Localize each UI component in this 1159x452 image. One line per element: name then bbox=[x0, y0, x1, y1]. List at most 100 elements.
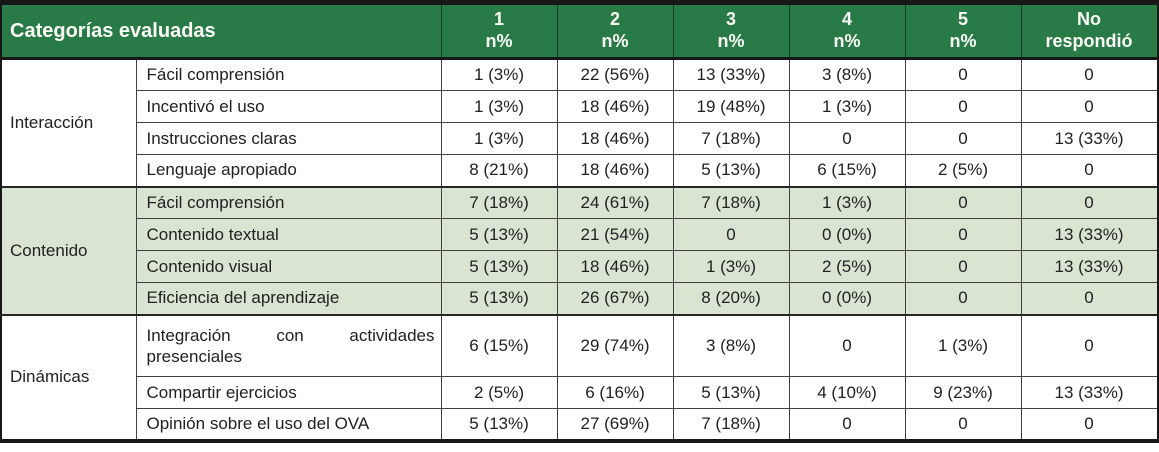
table-row: Compartir ejercicios 2 (5%) 6 (16%) 5 (1… bbox=[1, 376, 1159, 409]
table-row: Contenido Fácil comprensión 7 (18%) 24 (… bbox=[0, 185, 1159, 315]
data-cell: 1 (3%) bbox=[904, 313, 1022, 377]
data-cell: 9 (23%) bbox=[904, 376, 1022, 409]
data-cell: 13 (33%) bbox=[1020, 218, 1159, 251]
data-cell: 0 bbox=[788, 408, 906, 441]
header-col-no-response-line1: No bbox=[1077, 9, 1101, 30]
data-cell: 5 (13%) bbox=[440, 408, 558, 441]
data-cell: 27 (69%) bbox=[556, 408, 674, 441]
header-col-3-unit: n% bbox=[717, 31, 745, 51]
data-cell: 13 (33%) bbox=[1020, 250, 1159, 283]
data-cell: 0 (0%) bbox=[788, 218, 906, 251]
row-label: Contenido textual bbox=[135, 218, 442, 251]
group-label-contenido: Contenido bbox=[0, 185, 137, 315]
header-col-2-scale: 2 bbox=[609, 9, 620, 30]
data-cell: 0 bbox=[904, 250, 1022, 283]
data-cell: 0 bbox=[1020, 282, 1159, 315]
data-cell: 0 bbox=[904, 185, 1022, 219]
header-col-5: 5 n% bbox=[904, 2, 1022, 60]
row-label: Integración con actividades presenciales bbox=[135, 313, 442, 377]
data-cell: 2 (5%) bbox=[904, 154, 1022, 187]
header-col-1-scale: 1 bbox=[493, 9, 504, 30]
data-cell: 13 (33%) bbox=[1020, 376, 1159, 409]
header-col-4-unit: n% bbox=[833, 31, 861, 51]
data-cell: 0 bbox=[1020, 313, 1159, 377]
data-cell: 19 (48%) bbox=[672, 90, 790, 123]
row-label: Fácil comprensión bbox=[135, 185, 442, 219]
data-cell: 6 (16%) bbox=[556, 376, 674, 409]
table-row: Incentivó el uso 1 (3%) 18 (46%) 19 (48%… bbox=[1, 90, 1159, 123]
data-cell: 13 (33%) bbox=[672, 58, 790, 91]
data-cell: 0 bbox=[788, 313, 906, 377]
header-col-3-scale: 3 bbox=[725, 9, 736, 30]
data-cell: 29 (74%) bbox=[556, 313, 674, 377]
data-cell: 0 bbox=[904, 282, 1022, 315]
row-label: Instrucciones claras bbox=[135, 122, 442, 155]
data-cell: 1 (3%) bbox=[440, 122, 558, 155]
data-cell: 1 (3%) bbox=[672, 250, 790, 283]
data-cell: 5 (13%) bbox=[672, 376, 790, 409]
table-row: Lenguaje apropiado 8 (21%) 18 (46%) 5 (1… bbox=[1, 154, 1159, 187]
data-cell: 2 (5%) bbox=[440, 376, 558, 409]
data-cell: 26 (67%) bbox=[556, 282, 674, 315]
data-cell: 0 bbox=[672, 218, 790, 251]
data-cell: 0 (0%) bbox=[788, 282, 906, 315]
data-cell: 0 bbox=[904, 122, 1022, 155]
data-cell: 18 (46%) bbox=[556, 122, 674, 155]
table-row: Interacción Fácil comprensión 1 (3%) 22 … bbox=[0, 58, 1159, 187]
data-cell: 5 (13%) bbox=[440, 282, 558, 315]
row-label: Contenido visual bbox=[135, 250, 442, 283]
data-cell: 0 bbox=[1020, 185, 1159, 219]
group-label-interaccion: Interacción bbox=[0, 58, 137, 187]
data-cell: 8 (21%) bbox=[440, 154, 558, 187]
row-label: Compartir ejercicios bbox=[135, 376, 442, 409]
header-col-no-response: No respondió bbox=[1020, 2, 1159, 60]
data-cell: 0 bbox=[904, 408, 1022, 441]
data-cell: 0 bbox=[1020, 58, 1159, 91]
data-cell: 6 (15%) bbox=[440, 313, 558, 377]
table-row: Instrucciones claras 1 (3%) 18 (46%) 7 (… bbox=[1, 122, 1159, 155]
header-categories: Categorías evaluadas bbox=[0, 2, 442, 60]
header-col-1: 1 n% bbox=[440, 2, 558, 60]
data-cell: 0 bbox=[904, 218, 1022, 251]
header-col-5-scale: 5 bbox=[957, 9, 968, 30]
header-col-1-unit: n% bbox=[485, 31, 513, 51]
data-cell: 18 (46%) bbox=[556, 154, 674, 187]
data-cell: 6 (15%) bbox=[788, 154, 906, 187]
data-cell: 21 (54%) bbox=[556, 218, 674, 251]
group-label-dinamicas: Dinámicas bbox=[0, 313, 137, 441]
table-row: Contenido visual 5 (13%) 18 (46%) 1 (3%)… bbox=[1, 250, 1159, 283]
data-cell: 0 bbox=[904, 58, 1022, 91]
data-cell: 2 (5%) bbox=[788, 250, 906, 283]
data-cell: 24 (61%) bbox=[556, 185, 674, 219]
data-cell: 0 bbox=[1020, 90, 1159, 123]
header-col-no-response-line2: respondió bbox=[1045, 31, 1133, 51]
table-row: Dinámicas Integración con actividades pr… bbox=[0, 313, 1159, 441]
header-col-3: 3 n% bbox=[672, 2, 790, 60]
data-cell: 13 (33%) bbox=[1020, 122, 1159, 155]
data-cell: 5 (13%) bbox=[440, 218, 558, 251]
row-label: Lenguaje apropiado bbox=[135, 154, 442, 187]
data-cell: 22 (56%) bbox=[556, 58, 674, 91]
header-col-2: 2 n% bbox=[556, 2, 674, 60]
data-cell: 1 (3%) bbox=[788, 90, 906, 123]
row-label: Incentivó el uso bbox=[135, 90, 442, 123]
data-cell: 0 bbox=[788, 122, 906, 155]
data-cell: 5 (13%) bbox=[440, 250, 558, 283]
header-col-5-unit: n% bbox=[949, 31, 977, 51]
data-cell: 7 (18%) bbox=[440, 185, 558, 219]
table-row: Opinión sobre el uso del OVA 5 (13%) 27 … bbox=[1, 408, 1159, 441]
data-cell: 1 (3%) bbox=[788, 185, 906, 219]
data-cell: 18 (46%) bbox=[556, 250, 674, 283]
data-cell: 18 (46%) bbox=[556, 90, 674, 123]
row-label: Eficiencia del aprendizaje bbox=[135, 282, 442, 315]
header-row: Categorías evaluadas 1 n% 2 n% 3 n% 4 n%… bbox=[0, 2, 1159, 60]
data-cell: 7 (18%) bbox=[672, 122, 790, 155]
table-row: Eficiencia del aprendizaje 5 (13%) 26 (6… bbox=[1, 282, 1159, 315]
data-cell: 3 (8%) bbox=[672, 313, 790, 377]
data-cell: 1 (3%) bbox=[440, 58, 558, 91]
data-cell: 7 (18%) bbox=[672, 185, 790, 219]
data-cell: 0 bbox=[1020, 154, 1159, 187]
data-cell: 3 (8%) bbox=[788, 58, 906, 91]
